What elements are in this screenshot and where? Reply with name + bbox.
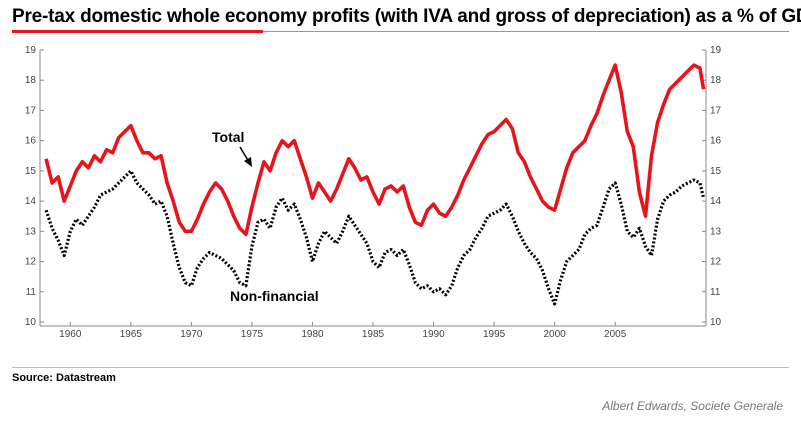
y-tick-label-right: 12 (710, 257, 722, 268)
y-tick-label-right: 13 (710, 226, 722, 237)
title-accent-underline (12, 30, 263, 33)
x-tick-label: 1995 (483, 329, 506, 340)
y-tick-label-left: 14 (25, 196, 37, 207)
author-credit: Albert Edwards, Societe Generale (602, 399, 783, 413)
x-tick-label: 2005 (604, 329, 627, 340)
y-tick-label-right: 18 (710, 75, 722, 86)
y-tick-label-left: 13 (25, 226, 37, 237)
total-label-arrowhead (244, 157, 252, 167)
y-tick-label-left: 11 (26, 287, 37, 298)
x-axis: 1960 1965 1970 1975 1980 1985 1990 1995 2000 2005 (59, 322, 627, 340)
y-tick-label-left: 15 (25, 166, 37, 177)
y-tick-label-left: 16 (25, 136, 37, 147)
x-tick-label: 1980 (301, 329, 324, 340)
y-tick-label-left: 12 (25, 257, 37, 268)
y-axis-left: 10 11 12 13 14 15 16 17 18 19 (25, 45, 44, 328)
footer-divider (12, 367, 789, 368)
title-divider (263, 31, 789, 32)
x-tick-label: 1970 (180, 329, 203, 340)
x-tick-label: 1990 (422, 329, 445, 340)
y-tick-label-left: 19 (25, 45, 37, 56)
y-tick-label-right: 16 (710, 136, 722, 147)
x-tick-label: 2000 (544, 329, 567, 340)
annotation-layer: Total Non-financial (212, 129, 319, 304)
nonfinancial-series-label: Non-financial (230, 288, 319, 304)
y-tick-label-left: 17 (25, 105, 37, 116)
y-tick-label-right: 15 (710, 166, 722, 177)
y-axis-right: 10 11 12 13 14 15 16 17 18 19 (702, 45, 722, 328)
y-tick-label-right: 10 (710, 317, 722, 328)
y-tick-label-left: 10 (25, 317, 37, 328)
y-tick-label-right: 17 (710, 105, 722, 116)
series-layer (44, 63, 706, 306)
nonfinancial-series-line (44, 169, 706, 306)
page-title: Pre-tax domestic whole economy profits (… (12, 6, 801, 27)
total-series-label: Total (212, 129, 244, 145)
x-tick-label: 1975 (241, 329, 264, 340)
x-tick-label: 1965 (120, 329, 143, 340)
x-tick-label: 1960 (59, 329, 82, 340)
y-tick-label-right: 11 (710, 287, 721, 298)
source-note: Source: Datastream (12, 372, 116, 384)
x-tick-label: 1985 (362, 329, 385, 340)
y-tick-label-right: 14 (710, 196, 722, 207)
y-tick-label-right: 19 (710, 45, 722, 56)
total-series-line (44, 63, 706, 237)
y-tick-label-left: 18 (25, 75, 37, 86)
